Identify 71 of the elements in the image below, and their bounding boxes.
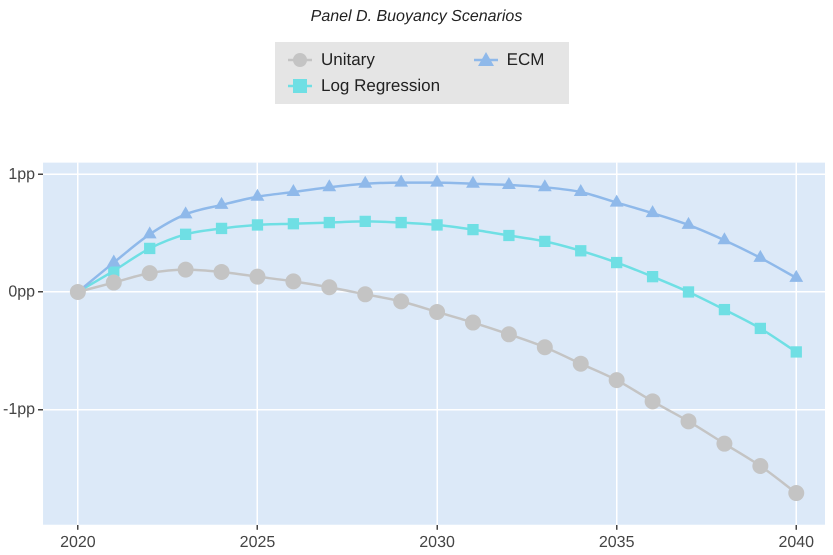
x-tick-label: 2025 <box>240 534 276 551</box>
point <box>718 304 730 316</box>
point <box>395 216 407 228</box>
point <box>70 284 86 300</box>
point <box>285 273 302 290</box>
point <box>717 232 732 244</box>
point <box>503 230 515 242</box>
point <box>572 356 589 372</box>
point <box>430 174 444 187</box>
x-tick-label: 2040 <box>778 534 814 551</box>
point <box>611 256 622 268</box>
chart-title: Panel D. Buoyancy Scenarios <box>310 8 524 26</box>
point <box>324 216 335 228</box>
legend-label: Unitary <box>321 50 375 70</box>
point <box>357 286 374 302</box>
point <box>216 222 228 234</box>
point <box>250 188 264 201</box>
point <box>502 176 516 189</box>
point <box>682 216 696 229</box>
point <box>144 242 156 254</box>
point <box>106 254 121 267</box>
point <box>680 413 697 430</box>
point <box>467 224 479 236</box>
point <box>429 304 446 320</box>
point <box>608 372 625 388</box>
point <box>142 265 158 282</box>
point <box>610 194 624 207</box>
point <box>538 179 552 192</box>
point <box>214 196 228 209</box>
point <box>752 458 768 474</box>
point <box>322 179 336 192</box>
point <box>180 228 192 240</box>
point <box>466 176 480 188</box>
point <box>575 245 586 256</box>
point <box>788 485 804 502</box>
point <box>286 184 300 196</box>
y-tick-label: 0pp <box>8 283 36 300</box>
y-tick-label: 1pp <box>8 166 36 183</box>
legend-label: Log Regression <box>321 76 440 96</box>
point <box>214 264 230 280</box>
point <box>106 274 122 291</box>
x-tick-label: 2030 <box>419 534 455 551</box>
point <box>753 250 768 262</box>
point <box>358 176 372 188</box>
point <box>574 184 588 196</box>
x-tick-label: 2035 <box>598 534 635 551</box>
point <box>754 322 766 334</box>
point <box>646 205 660 218</box>
point <box>536 339 553 356</box>
point <box>464 314 481 331</box>
point <box>393 293 410 310</box>
point <box>716 436 732 452</box>
legend-label: ECM <box>506 50 544 70</box>
point <box>394 174 408 187</box>
point <box>644 393 661 410</box>
point <box>790 346 802 358</box>
x-tick-label: 2020 <box>60 534 96 551</box>
point <box>360 216 371 228</box>
point <box>252 219 264 231</box>
point <box>539 236 550 248</box>
point <box>288 218 300 230</box>
point <box>321 279 338 296</box>
y-tick-label: -1pp <box>2 400 36 418</box>
point <box>249 268 266 285</box>
point <box>682 286 694 298</box>
point <box>142 226 157 238</box>
point <box>431 219 443 231</box>
point <box>646 271 658 282</box>
point <box>178 262 194 278</box>
point <box>500 326 517 342</box>
point <box>178 206 193 218</box>
